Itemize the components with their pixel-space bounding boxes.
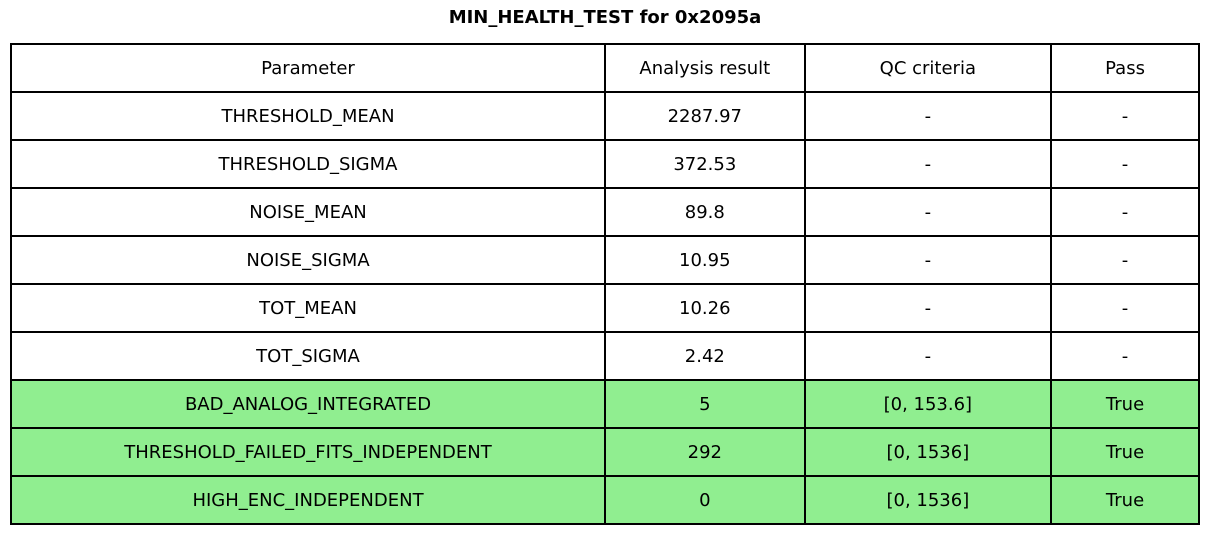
column-header-qc-criteria: QC criteria: [803, 43, 1053, 93]
column-header-analysis-result: Analysis result: [604, 43, 806, 93]
cell-parameter: NOISE_SIGMA: [9, 235, 607, 285]
column-header-parameter: Parameter: [9, 43, 607, 93]
cell-pass: -: [1050, 91, 1200, 141]
cell-pass: True: [1050, 475, 1200, 525]
table-row: TOT_MEAN 10.26 - -: [9, 283, 1200, 333]
table-row-passed: HIGH_ENC_INDEPENDENT 0 [0, 1536] True: [9, 475, 1200, 525]
table-row: TOT_SIGMA 2.42 - -: [9, 331, 1200, 381]
cell-pass: True: [1050, 427, 1200, 477]
cell-pass: -: [1050, 139, 1200, 189]
cell-analysis-result: 10.26: [604, 283, 806, 333]
cell-qc-criteria: -: [803, 139, 1053, 189]
column-header-pass: Pass: [1050, 43, 1200, 93]
cell-pass: -: [1050, 235, 1200, 285]
cell-parameter: BAD_ANALOG_INTEGRATED: [9, 379, 607, 429]
cell-qc-criteria: [0, 153.6]: [803, 379, 1053, 429]
page-title: MIN_HEALTH_TEST for 0x2095a: [448, 7, 762, 28]
cell-pass: True: [1050, 379, 1200, 429]
cell-parameter: TOT_SIGMA: [9, 331, 607, 381]
cell-analysis-result: 10.95: [604, 235, 806, 285]
cell-parameter: THRESHOLD_MEAN: [9, 91, 607, 141]
table-row-passed: BAD_ANALOG_INTEGRATED 5 [0, 153.6] True: [9, 379, 1200, 429]
cell-qc-criteria: -: [803, 187, 1053, 237]
cell-pass: -: [1050, 187, 1200, 237]
qc-results-table: Parameter Analysis result QC criteria Pa…: [9, 43, 1200, 525]
cell-pass: -: [1050, 331, 1200, 381]
cell-analysis-result: 372.53: [604, 139, 806, 189]
cell-qc-criteria: [0, 1536]: [803, 427, 1053, 477]
cell-parameter: THRESHOLD_SIGMA: [9, 139, 607, 189]
table-row: THRESHOLD_SIGMA 372.53 - -: [9, 139, 1200, 189]
cell-qc-criteria: -: [803, 331, 1053, 381]
cell-parameter: THRESHOLD_FAILED_FITS_INDEPENDENT: [9, 427, 607, 477]
table-header-row: Parameter Analysis result QC criteria Pa…: [9, 43, 1200, 93]
table-row: THRESHOLD_MEAN 2287.97 - -: [9, 91, 1200, 141]
cell-analysis-result: 0: [604, 475, 806, 525]
cell-qc-criteria: -: [803, 235, 1053, 285]
table-row: NOISE_MEAN 89.8 - -: [9, 187, 1200, 237]
cell-pass: -: [1050, 283, 1200, 333]
cell-qc-criteria: -: [803, 283, 1053, 333]
cell-analysis-result: 89.8: [604, 187, 806, 237]
table-row-passed: THRESHOLD_FAILED_FITS_INDEPENDENT 292 [0…: [9, 427, 1200, 477]
cell-parameter: HIGH_ENC_INDEPENDENT: [9, 475, 607, 525]
cell-analysis-result: 5: [604, 379, 806, 429]
cell-parameter: TOT_MEAN: [9, 283, 607, 333]
table-row: NOISE_SIGMA 10.95 - -: [9, 235, 1200, 285]
cell-analysis-result: 2.42: [604, 331, 806, 381]
cell-analysis-result: 292: [604, 427, 806, 477]
cell-parameter: NOISE_MEAN: [9, 187, 607, 237]
cell-analysis-result: 2287.97: [604, 91, 806, 141]
cell-qc-criteria: [0, 1536]: [803, 475, 1053, 525]
cell-qc-criteria: -: [803, 91, 1053, 141]
